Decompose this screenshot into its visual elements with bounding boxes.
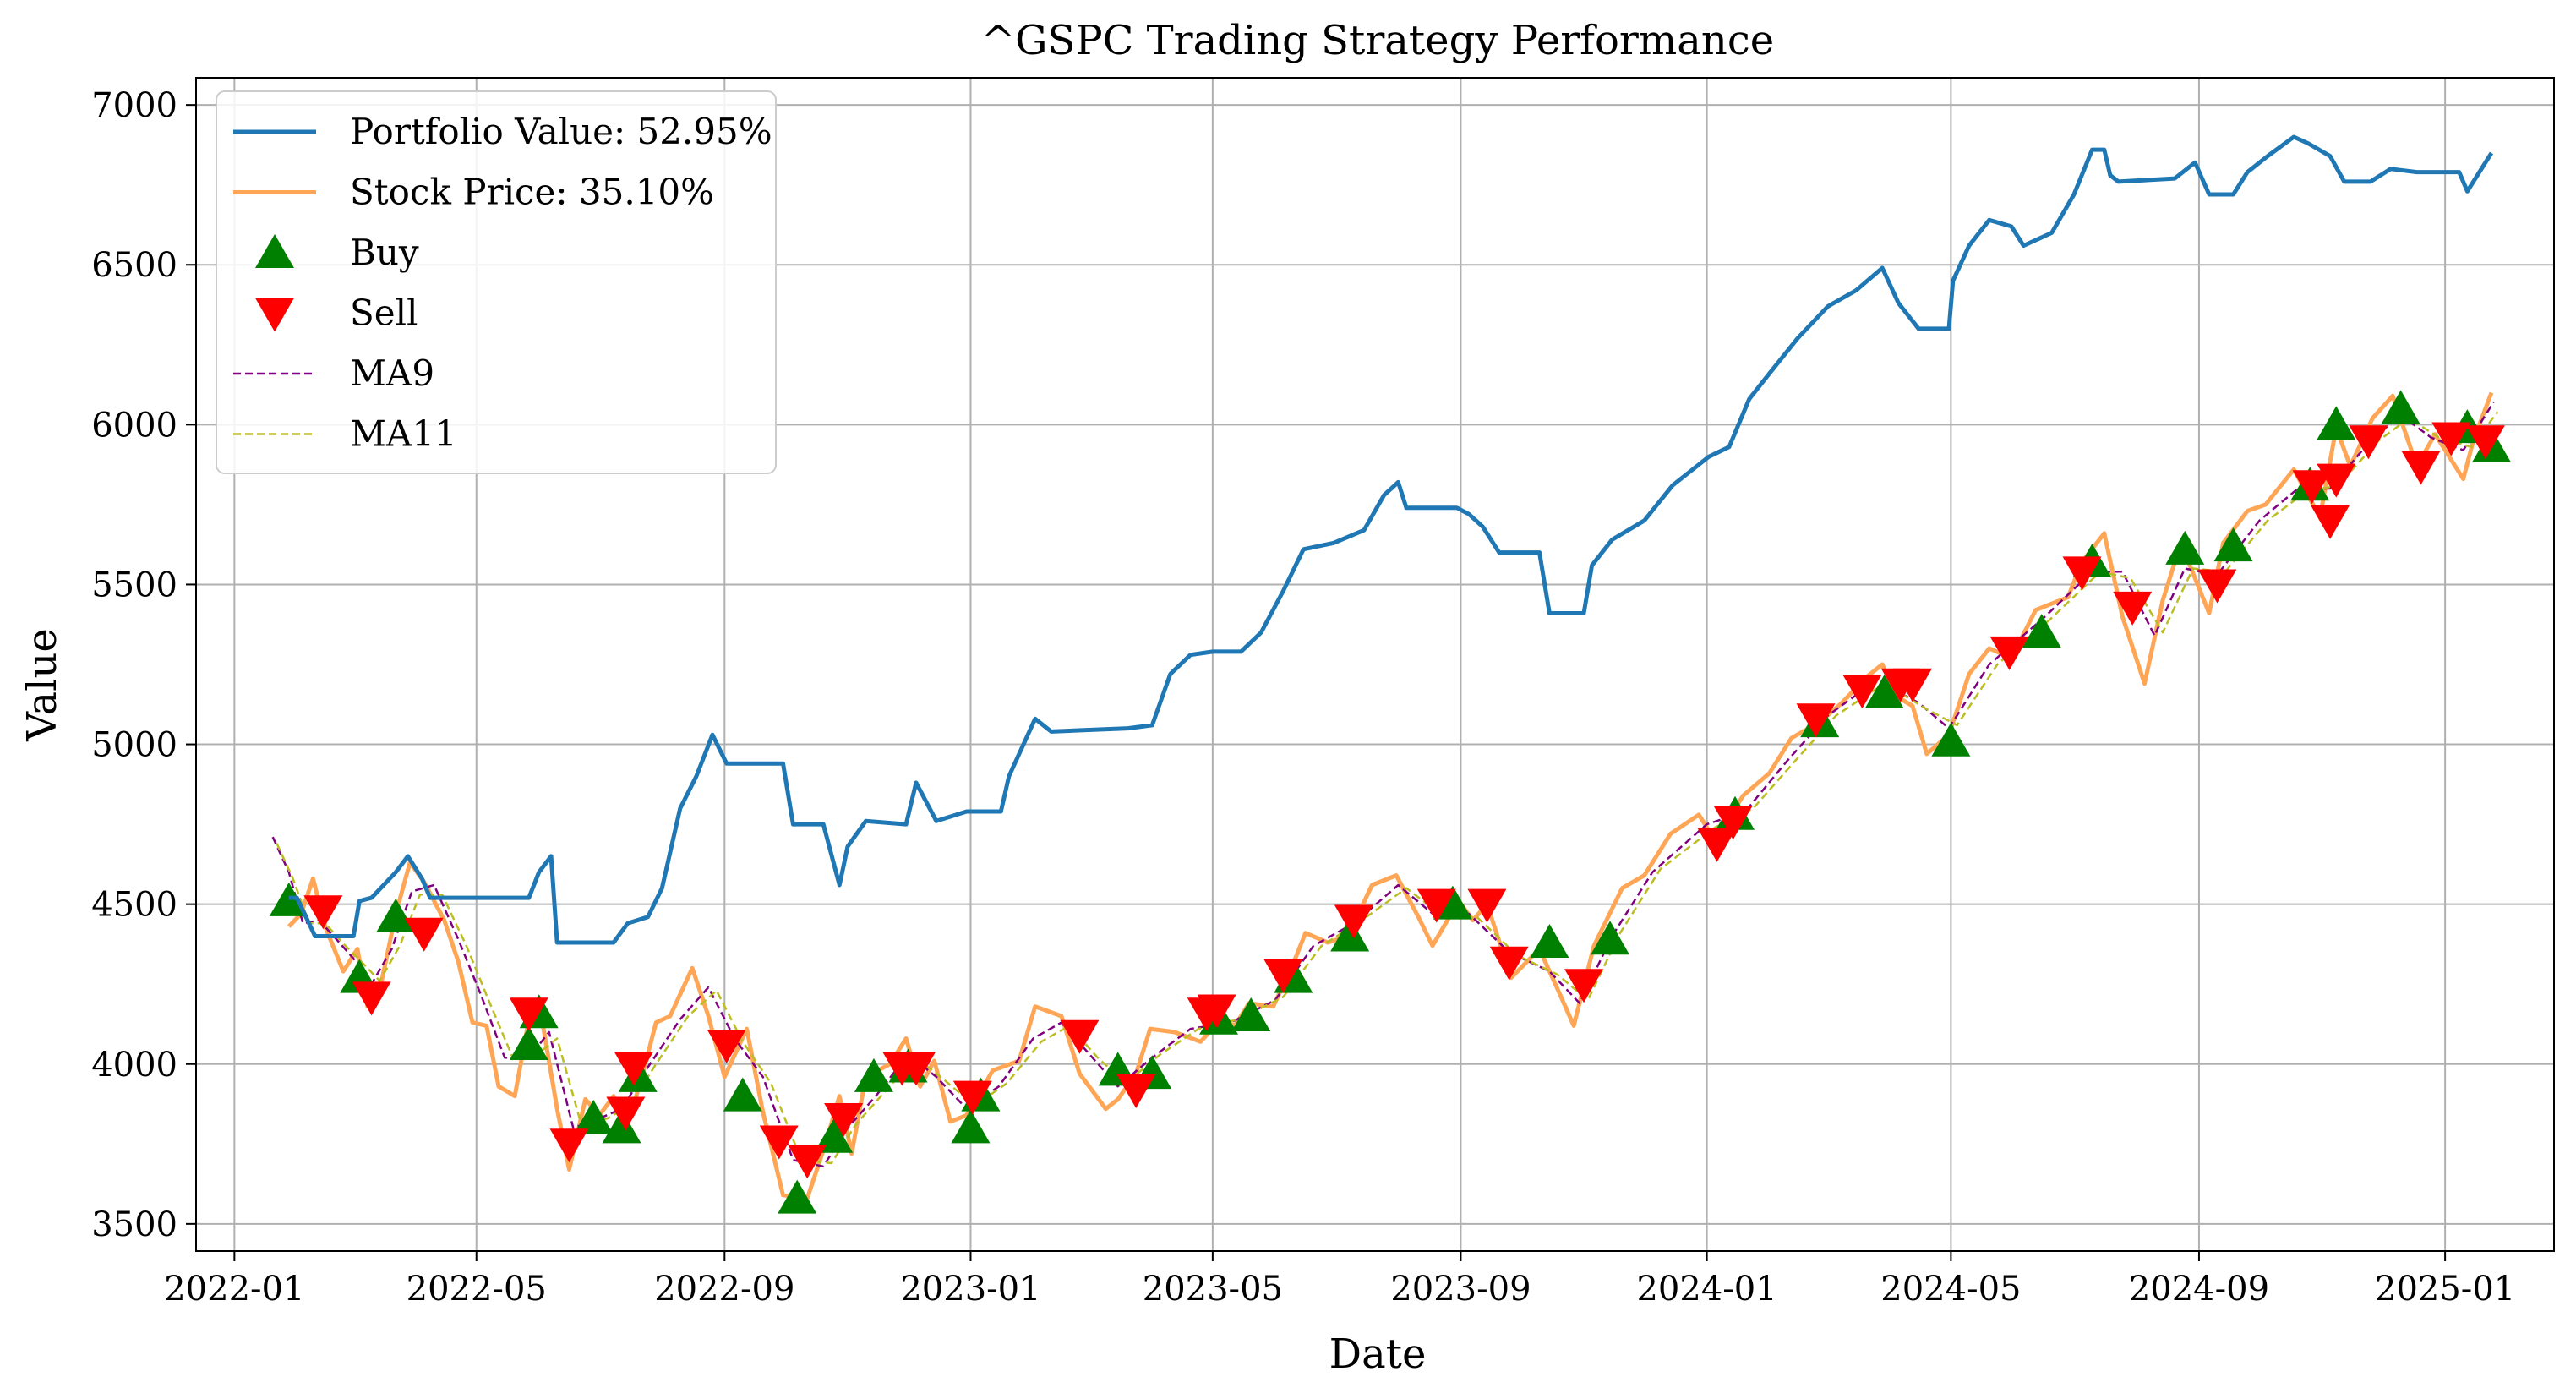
sell-marker [549,1128,589,1163]
plot-area: 2022-01 2022-05 2022-09 2023-01 2023-05 2023-… [91,77,2555,1309]
buy-marker [509,1026,548,1061]
x-tick-label: 2023-09 [1390,1270,1531,1309]
sell-marker [303,895,343,930]
x-tick-label: 2022-09 [654,1270,794,1309]
y-tick-label: 4500 [91,886,177,925]
sell-marker [2401,451,2441,485]
legend-label-buy: Buy [350,232,419,273]
y-tick-label: 5500 [91,566,177,604]
sell-marker [788,1145,827,1179]
buy-marker [1931,722,1971,757]
x-tick-label: 2024-09 [2129,1270,2269,1309]
buy-marker [2213,527,2253,562]
buy-marker [1231,997,1271,1032]
buy-marker [602,1109,641,1144]
ma11-line [276,411,2499,1165]
sell-marker [404,917,444,952]
sell-marker [1116,1074,1156,1109]
x-tick-label: 2022-05 [407,1270,547,1309]
y-tick-label: 5000 [91,726,177,765]
sell-marker [1263,959,1303,993]
buy-marker [778,1179,817,1214]
sell-marker [2465,425,2505,460]
plot-frame [195,77,2555,1252]
sell-marker [2311,505,2350,539]
sell-marker [824,1103,864,1138]
buy-marker [1864,675,1904,709]
portfolio-value-line [288,134,2494,945]
x-tick-label: 2024-05 [1880,1270,2021,1309]
y-tick-label: 4000 [91,1046,177,1085]
x-tick-label: 2023-01 [900,1270,1040,1309]
legend-label-portfolio: Portfolio Value: 52.95% [350,111,772,152]
legend-label-sell: Sell [350,292,418,334]
x-tick-label: 2025-01 [2375,1270,2515,1309]
sell-marker [1842,675,1882,709]
buy-marker [723,1077,762,1112]
buy-marker [814,1118,854,1153]
sell-marker [2197,569,2237,604]
buy-marker [2381,390,2420,424]
sell-marker [1060,1019,1100,1054]
legend-label-stock: Stock Price: 35.10% [350,172,714,213]
sell-marker [897,1052,936,1086]
y-tick-label: 7000 [91,86,177,125]
sell-marker [1796,703,1836,738]
buy-marker [2022,614,2061,648]
legend: Portfolio Value: 52.95% Stock Price: 35.1… [216,90,777,474]
legend-swatch-sell [255,298,294,332]
x-tick-label: 2024-01 [1636,1270,1776,1309]
sell-marker [2431,422,2471,456]
y-tick-label: 6000 [91,406,177,445]
buy-marker [1591,921,1630,955]
sell-marker [1416,888,1456,923]
buy-marker [951,1109,991,1144]
x-axis-label: Date [1329,1331,1427,1378]
buy-marker [1330,917,1370,952]
sell-marker [1467,888,1507,923]
sell-marker [2317,463,2356,498]
buy-marker [2165,530,2205,565]
sell-marker [2349,425,2388,460]
sell-marker [1989,636,2029,670]
buy-marker [574,1100,614,1134]
sell-marker [759,1125,799,1160]
buy-marker [376,898,416,932]
sell-marker [952,1080,992,1115]
sell-marker [606,1096,646,1131]
sell-marker [1697,828,1737,862]
sell-marker [1893,668,1933,702]
sell-marker [509,997,548,1032]
legend-label-ma11: MA11 [350,413,457,455]
sell-marker [1713,806,1753,840]
buy-marker [1530,924,1569,959]
sell-marker [1197,994,1236,1029]
sell-marker [1564,969,1604,1003]
sell-marker [707,1030,746,1064]
legend-swatch-buy [255,234,294,268]
y-axis-label: Value [19,628,66,742]
x-tick-label: 2022-01 [164,1270,304,1309]
x-tick-label: 2023-05 [1143,1270,1283,1309]
legend-label-ma9: MA9 [350,352,434,394]
sell-marker [1334,904,1373,939]
buy-marker [2317,406,2356,440]
sell-marker [352,981,391,1016]
buy-marker [269,882,308,916]
sell-marker [1489,946,1529,981]
legend-box [216,90,777,474]
y-tick-label: 3500 [91,1205,177,1244]
buy-marker [854,1057,893,1092]
chart-title: ^GSPC Trading Strategy Performance [981,17,1774,64]
sell-marker [2113,591,2153,626]
sell-marker [2062,556,2102,591]
sell-marker [2292,470,2332,505]
y-tick-label: 6500 [91,246,177,285]
sell-marker [614,1052,653,1086]
